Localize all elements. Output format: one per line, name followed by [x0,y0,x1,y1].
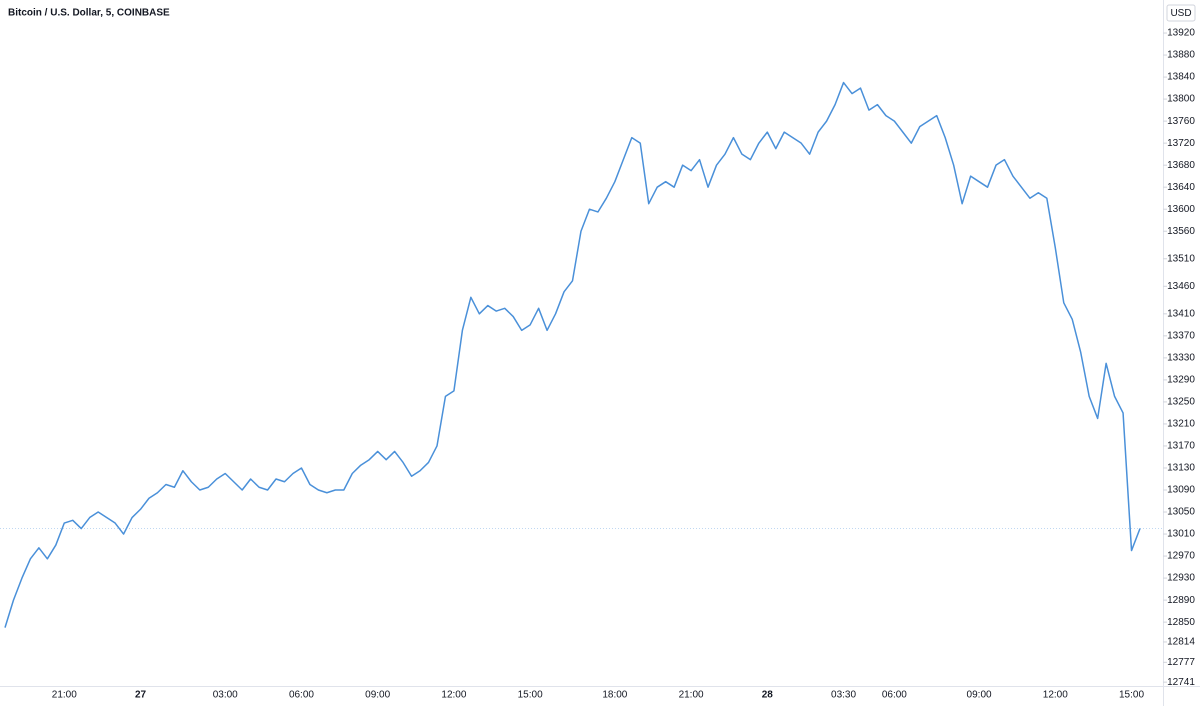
y-tick-label: 13290 [1167,375,1195,386]
x-tick-label: 21:00 [679,690,704,701]
y-tick-label: 13050 [1167,507,1195,518]
x-tick-label: 28 [762,690,774,701]
y-tick-label: 12814 [1167,637,1195,648]
x-tick-label: 12:00 [1043,690,1068,701]
price-line [4,81,1141,628]
y-tick-label: 13170 [1167,441,1195,452]
y-tick-label: 13840 [1167,72,1195,83]
y-tick-label: 13250 [1167,397,1195,408]
y-tick-label: 12970 [1167,551,1195,562]
x-tick-label: 03:00 [213,690,238,701]
x-tick-label: 15:00 [1119,690,1144,701]
y-tick-label: 13680 [1167,160,1195,171]
currency-box[interactable] [1166,4,1196,22]
x-tick-label: 27 [135,690,147,701]
y-tick-label: 13800 [1167,94,1195,105]
y-tick-label: 13460 [1167,281,1195,292]
y-tick-label: 12777 [1167,657,1195,668]
y-tick-label: 13130 [1167,463,1195,474]
y-tick-label: 12741 [1167,677,1195,688]
x-tick-label: 06:00 [289,690,314,701]
y-tick-label: 13640 [1167,182,1195,193]
x-tick-label: 03:30 [831,690,856,701]
y-tick-label: 13370 [1167,330,1195,341]
y-tick-label: 13920 [1167,28,1195,39]
y-tick-label: 13720 [1167,138,1195,149]
y-tick-label: 13600 [1167,204,1195,215]
y-tick-label: 12850 [1167,617,1195,628]
y-tick-label: 13560 [1167,226,1195,237]
x-tick-label: 15:00 [518,690,543,701]
x-tick-label: 09:00 [365,690,390,701]
x-tick-label: 18:00 [602,690,627,701]
chart-title: Bitcoin / U.S. Dollar, 5, COINBASE [8,8,170,19]
y-tick-label: 13090 [1167,485,1195,496]
x-tick-label: 12:00 [441,690,466,701]
y-tick-label: 13760 [1167,116,1195,127]
y-tick-label: 13010 [1167,529,1195,540]
x-tick-label: 09:00 [967,690,992,701]
y-tick-label: 13510 [1167,253,1195,264]
x-tick-label: 06:00 [882,690,907,701]
y-tick-label: 12890 [1167,595,1195,606]
x-tick-label: 21:00 [52,690,77,701]
y-tick-label: 12930 [1167,573,1195,584]
y-tick-label: 13210 [1167,419,1195,430]
y-tick-label: 13330 [1167,353,1195,364]
y-tick-label: 13880 [1167,50,1195,61]
y-tick-label: 13410 [1167,308,1195,319]
currency-label[interactable]: USD [1170,8,1191,19]
